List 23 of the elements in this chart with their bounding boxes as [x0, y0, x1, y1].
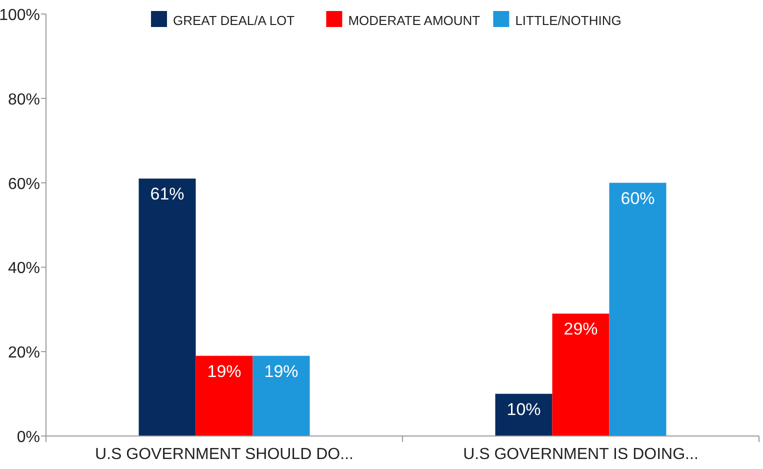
y-tick-label: 100% [0, 7, 40, 24]
text: 19% [207, 362, 242, 381]
bar [495, 394, 552, 436]
y-tick-label: 0% [16, 429, 40, 446]
y-tick-label: 80% [8, 91, 40, 108]
y-tick-label: 20% [8, 344, 40, 362]
x-tick-label: U.S GOVERNMENT IS DOING... [463, 446, 698, 463]
legend-label: GREAT DEAL/A LOT [173, 13, 295, 28]
bar [609, 182, 666, 436]
text: 29% [564, 320, 598, 339]
bar [138, 178, 196, 436]
y-tick-label: 40% [8, 260, 40, 278]
text: 60% [620, 188, 655, 208]
x-tick-label: U.S GOVERNMENT SHOULD DO... [95, 446, 354, 463]
text: 61% [150, 184, 184, 204]
bar [252, 356, 310, 436]
legend-label: LITTLE/NOTHING [515, 13, 622, 28]
y-tick-label: 60% [8, 176, 40, 193]
text: 10% [506, 400, 541, 419]
text: 19% [264, 362, 298, 381]
bar [552, 314, 610, 436]
legend-label: MODERATE AMOUNT [348, 13, 480, 28]
bar [196, 356, 253, 436]
